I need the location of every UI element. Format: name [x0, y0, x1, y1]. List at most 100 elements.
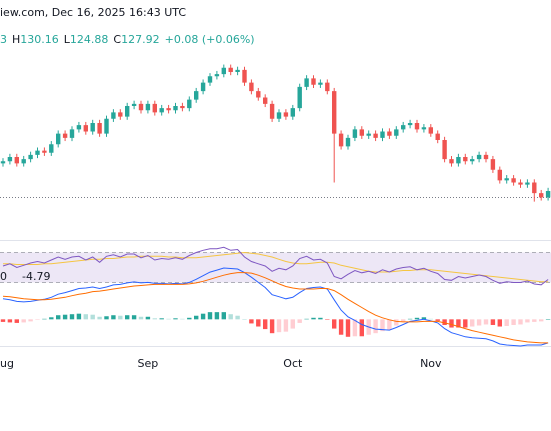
- ohlc-label: C: [113, 33, 121, 46]
- macd-histogram-bar: [283, 319, 289, 332]
- candle-body: [421, 127, 427, 130]
- candle-body: [28, 154, 33, 160]
- candle-body: [456, 157, 461, 164]
- macd-histogram-bar: [504, 319, 509, 327]
- rsi-band: [0, 252, 551, 283]
- macd-histogram-bar: [407, 318, 413, 320]
- candle-body: [235, 69, 240, 72]
- candle-body: [373, 133, 378, 138]
- macd-histogram-bar: [42, 318, 47, 320]
- candle-body: [504, 178, 509, 181]
- candle-body: [366, 133, 371, 136]
- macd-histogram-bar: [159, 318, 164, 320]
- candle-body: [145, 103, 151, 111]
- macd-histogram-bar: [235, 315, 240, 320]
- macd-histogram-bar: [490, 319, 496, 325]
- candle-body: [532, 182, 537, 194]
- macd-histogram-bar: [145, 316, 151, 320]
- x-tick-label: Sep: [138, 357, 159, 370]
- candle-body: [332, 91, 337, 134]
- candle-body: [435, 133, 440, 140]
- macd-histogram-bar: [545, 319, 551, 320]
- macd-legend-value: 0: [0, 270, 7, 283]
- candle-body: [125, 106, 130, 117]
- macd-histogram-bar: [97, 316, 102, 320]
- ohlc-value: 124.88: [70, 33, 109, 46]
- macd-histogram-bar: [401, 319, 406, 322]
- macd-histogram-bar: [539, 319, 544, 322]
- candle-body: [304, 78, 309, 87]
- macd-histogram-bar: [14, 319, 19, 323]
- candle-body: [159, 108, 164, 113]
- macd-histogram-bar: [442, 319, 447, 325]
- macd-histogram-bar: [325, 319, 330, 320]
- macd-histogram-bar: [463, 319, 468, 328]
- macd-histogram-bar: [138, 316, 144, 320]
- macd-histogram-bar: [125, 315, 130, 320]
- macd-histogram-bar: [90, 314, 95, 320]
- macd-histogram-bar: [242, 319, 247, 320]
- candle-body: [111, 112, 116, 119]
- macd-histogram-bar: [207, 312, 213, 320]
- candle-body: [545, 191, 551, 198]
- macd-histogram-bar: [373, 319, 378, 334]
- candle-body: [276, 112, 282, 119]
- candle-body: [380, 131, 385, 138]
- candle-body: [221, 67, 226, 75]
- candle-body: [325, 82, 330, 92]
- candle-body: [118, 112, 123, 117]
- candle-body: [518, 182, 523, 185]
- candle-body: [214, 74, 220, 77]
- macd-histogram-bar: [28, 319, 33, 322]
- macd-histogram-bar: [187, 317, 192, 320]
- macd-histogram-bar: [304, 318, 309, 320]
- macd-histogram-bar: [21, 319, 26, 323]
- macd-histogram-bar: [214, 312, 220, 320]
- macd-histogram-bar: [483, 319, 489, 325]
- candle-body: [14, 157, 19, 164]
- macd-histogram-bar: [62, 314, 68, 320]
- ohlc-value: 127.92: [121, 33, 160, 46]
- macd-histogram-bar: [256, 319, 261, 327]
- macd-histogram-bar: [0, 319, 6, 322]
- candle-body: [69, 129, 75, 138]
- candle-body: [359, 129, 364, 136]
- macd-line: [2, 267, 549, 347]
- candle-body: [0, 161, 6, 164]
- candle-body: [249, 82, 254, 92]
- x-tick-label: Nov: [420, 357, 442, 370]
- rsi-ma-line: [3, 251, 549, 283]
- macd-histogram-bar: [56, 315, 61, 320]
- macd-histogram-bar: [476, 319, 482, 326]
- ohlc-value: 3: [0, 33, 7, 46]
- macd-histogram-bar: [111, 315, 116, 320]
- candle-body: [318, 82, 323, 85]
- candle-body: [283, 112, 289, 117]
- macd-histogram-bar: [394, 319, 399, 326]
- candle-body: [401, 125, 406, 130]
- candle-body: [131, 103, 137, 106]
- chart-title: iew.com, Dec 16, 2025 16:43 UTC: [0, 6, 186, 19]
- macd-histogram-bar: [380, 319, 385, 332]
- ohlc-label: H: [12, 33, 20, 46]
- candle-body: [394, 129, 399, 136]
- candle-body: [297, 86, 302, 109]
- macd-histogram-bar: [345, 319, 351, 337]
- candle-body: [56, 133, 61, 145]
- macd-histogram-bar: [131, 315, 137, 320]
- macd-histogram-bar: [249, 319, 254, 324]
- x-tick-label: Oct: [283, 357, 303, 370]
- macd-histogram-bar: [69, 314, 75, 320]
- candle-body: [228, 67, 233, 72]
- candle-body: [442, 140, 447, 160]
- candle-body: [290, 108, 295, 117]
- candle-body: [525, 182, 530, 185]
- candle-body: [269, 103, 275, 119]
- macd-histogram-bar: [470, 319, 475, 327]
- candle-body: [428, 127, 433, 134]
- macd-histogram-bar: [435, 319, 440, 321]
- ohlc-label: L: [64, 33, 71, 46]
- candle-body: [539, 193, 544, 198]
